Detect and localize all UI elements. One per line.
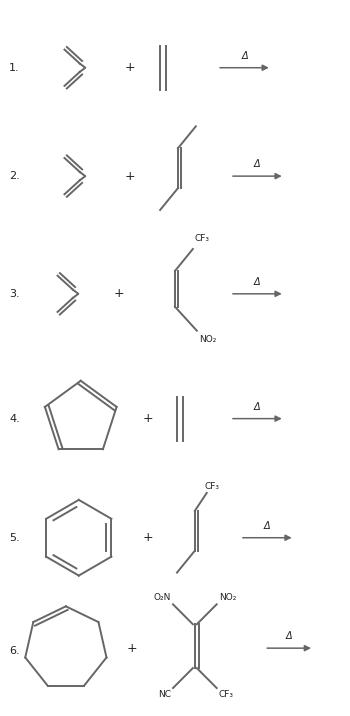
- Text: 6.: 6.: [9, 646, 20, 656]
- Text: 4.: 4.: [9, 414, 20, 424]
- Text: +: +: [143, 412, 154, 425]
- Text: CF₃: CF₃: [195, 234, 210, 243]
- Text: CF₃: CF₃: [205, 482, 220, 491]
- Text: NC: NC: [158, 690, 171, 699]
- Text: 2.: 2.: [9, 171, 20, 181]
- Text: O₂N: O₂N: [154, 594, 171, 602]
- Text: +: +: [127, 642, 138, 654]
- Text: NO₂: NO₂: [199, 334, 216, 344]
- Text: Δ: Δ: [254, 402, 261, 412]
- Text: Δ: Δ: [254, 159, 261, 169]
- Text: CF₃: CF₃: [219, 690, 234, 699]
- Text: Δ: Δ: [254, 277, 261, 287]
- Text: Δ: Δ: [286, 632, 292, 642]
- Text: +: +: [143, 531, 154, 544]
- Text: NO₂: NO₂: [219, 594, 236, 602]
- Text: 1.: 1.: [9, 63, 20, 73]
- Text: Δ: Δ: [241, 51, 248, 61]
- Text: 5.: 5.: [9, 533, 20, 543]
- Text: +: +: [125, 62, 136, 74]
- Text: 3.: 3.: [9, 289, 20, 299]
- Text: +: +: [113, 287, 124, 300]
- Text: +: +: [125, 170, 136, 183]
- Text: Δ: Δ: [264, 521, 271, 531]
